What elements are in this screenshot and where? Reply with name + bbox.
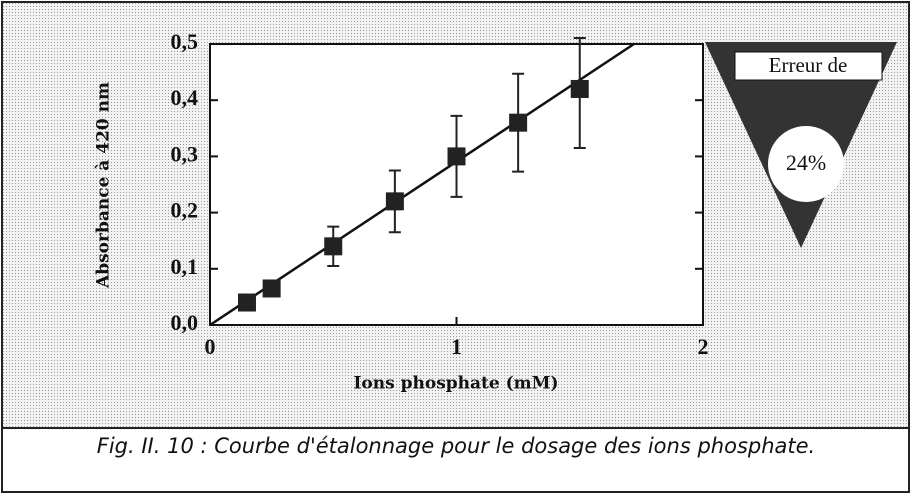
y-tick-label: 0,1 (171, 254, 199, 279)
y-axis-label: Absorbance à 420 nm (94, 82, 114, 289)
point (324, 237, 343, 256)
point (570, 79, 589, 98)
x-tick-label: 0 (205, 334, 216, 359)
x-tick-label: 2 (698, 334, 709, 359)
y-tick-label: 0,2 (171, 198, 199, 223)
caption-panel (1, 427, 910, 493)
annotation: 24% (786, 150, 826, 175)
annotation-circle (768, 126, 844, 202)
annotation: Erreur de (769, 53, 848, 77)
y-tick-label: 0,0 (171, 310, 199, 335)
x-tick-label: 1 (451, 334, 462, 359)
y-tick-label: 0,4 (171, 85, 199, 110)
point (385, 192, 404, 211)
y-tick-label: 0,3 (171, 141, 199, 166)
point (237, 293, 256, 312)
point (447, 147, 466, 166)
point (262, 279, 281, 298)
annotation-box (734, 51, 883, 81)
caption: Fig. II. 10 : Courbe d'étalonnage pour l… (96, 434, 816, 458)
y-tick-label: 0,5 (171, 29, 199, 54)
fit-line (210, 44, 635, 325)
plot-content (210, 44, 635, 325)
x-axis-label: Ions phosphate (mM) (353, 374, 558, 394)
point (509, 113, 528, 132)
